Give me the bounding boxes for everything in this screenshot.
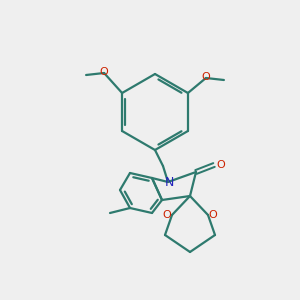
Text: O: O [202,72,210,82]
Text: O: O [208,210,217,220]
Text: O: O [217,160,225,170]
Text: N: N [164,176,174,188]
Text: O: O [100,67,109,77]
Text: O: O [163,210,171,220]
